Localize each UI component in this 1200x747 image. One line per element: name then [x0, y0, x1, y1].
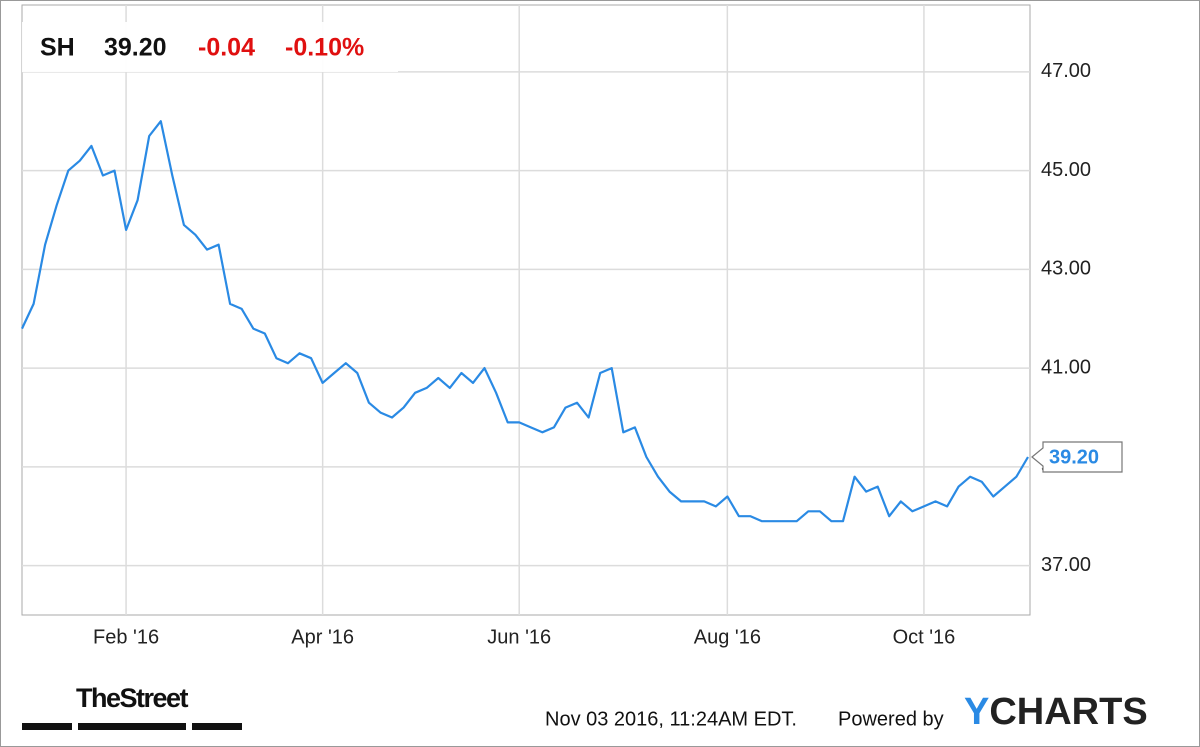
- logo-bar: [22, 723, 72, 730]
- y-tick-label: 37.00: [1041, 554, 1091, 576]
- powered-by: Powered by: [838, 708, 944, 730]
- brand: YCHARTS: [964, 691, 1148, 733]
- x-tick-label: Oct '16: [893, 626, 956, 648]
- logo-bar: [78, 723, 186, 730]
- logo-bar: [192, 723, 242, 730]
- callout-box: [1031, 441, 1123, 473]
- y-tick-label: 45.00: [1041, 159, 1091, 181]
- y-tick-label: 41.00: [1041, 356, 1091, 378]
- last-value-callout: 39.20: [1031, 441, 1123, 473]
- x-tick-label: Feb '16: [93, 626, 159, 648]
- price: 39.20: [104, 34, 167, 62]
- symbol: SH: [40, 34, 75, 62]
- plot-area: [21, 4, 1031, 616]
- timestamp: Nov 03 2016, 11:24AM EDT.: [545, 708, 797, 730]
- price-line: [21, 120, 1029, 523]
- header-box: [22, 22, 398, 72]
- source-logo: TheStreet: [76, 683, 189, 713]
- change-pct: -0.10%: [285, 34, 364, 62]
- x-tick-label: Apr '16: [291, 626, 354, 648]
- y-tick-label: 43.00: [1041, 258, 1091, 280]
- marks: [21, 120, 1029, 523]
- change: -0.04: [198, 34, 255, 62]
- x-tick-label: Jun '16: [487, 626, 551, 648]
- x-tick-label: Aug '16: [694, 626, 761, 648]
- callout-label: 39.20: [1049, 446, 1099, 468]
- y-tick-label: 47.00: [1041, 60, 1091, 82]
